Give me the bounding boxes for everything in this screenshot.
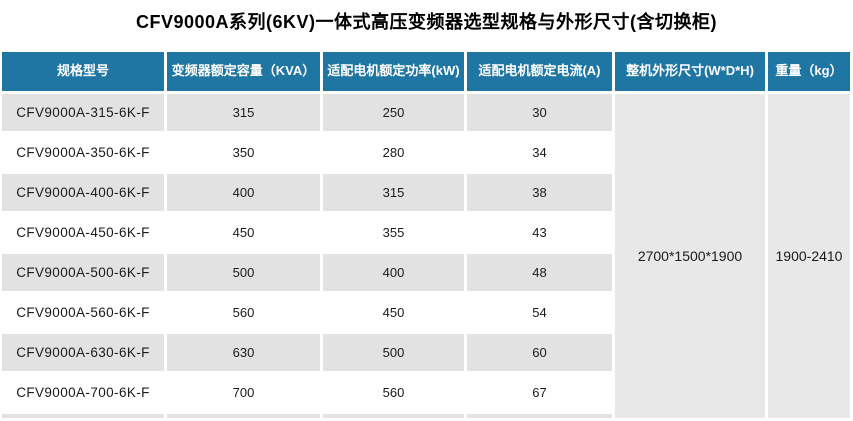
header-cell-dimensions: 整机外形尺寸(W*D*H) — [615, 52, 765, 91]
current-cell: 38 — [467, 174, 612, 211]
header-cell-power: 适配电机额定功率(kW) — [323, 52, 464, 91]
capacity-cell: 400 — [167, 174, 320, 211]
current-cell: 48 — [467, 254, 612, 291]
bottom-strip — [323, 414, 464, 418]
bottom-strip — [2, 414, 164, 418]
model-cell: CFV9000A-630-6K-F — [2, 334, 164, 371]
capacity-cell: 560 — [167, 294, 320, 331]
power-cell: 400 — [323, 254, 464, 291]
weight-cell: 1900-2410 — [768, 94, 850, 418]
current-cell: 60 — [467, 334, 612, 371]
bottom-strip — [467, 414, 612, 418]
model-cell: CFV9000A-500-6K-F — [2, 254, 164, 291]
model-cell: CFV9000A-560-6K-F — [2, 294, 164, 331]
capacity-cell: 630 — [167, 334, 320, 371]
header-cell-weight: 重量（kg） — [768, 52, 850, 91]
current-cell: 54 — [467, 294, 612, 331]
model-cell: CFV9000A-400-6K-F — [2, 174, 164, 211]
model-cell: CFV9000A-700-6K-F — [2, 374, 164, 411]
power-cell: 250 — [323, 94, 464, 131]
power-cell: 315 — [323, 174, 464, 211]
spec-table: 规格型号 变频器额定容量（KVA） 适配电机额定功率(kW) 适配电机额定电流(… — [2, 52, 850, 418]
capacity-cell: 315 — [167, 94, 320, 131]
power-cell: 500 — [323, 334, 464, 371]
power-cell: 560 — [323, 374, 464, 411]
model-cell: CFV9000A-450-6K-F — [2, 214, 164, 251]
power-cell: 355 — [323, 214, 464, 251]
power-cell: 450 — [323, 294, 464, 331]
current-cell: 30 — [467, 94, 612, 131]
header-cell-model: 规格型号 — [2, 52, 164, 91]
model-cell: CFV9000A-315-6K-F — [2, 94, 164, 131]
capacity-cell: 350 — [167, 134, 320, 171]
bottom-strip — [167, 414, 320, 418]
capacity-cell: 500 — [167, 254, 320, 291]
current-cell: 67 — [467, 374, 612, 411]
model-cell: CFV9000A-350-6K-F — [2, 134, 164, 171]
header-cell-current: 适配电机额定电流(A) — [467, 52, 612, 91]
power-cell: 280 — [323, 134, 464, 171]
header-cell-capacity: 变频器额定容量（KVA） — [167, 52, 320, 91]
current-cell: 43 — [467, 214, 612, 251]
capacity-cell: 450 — [167, 214, 320, 251]
page-title: CFV9000A系列(6KV)一体式高压变频器选型规格与外形尺寸(含切换柜) — [135, 12, 718, 32]
capacity-cell: 700 — [167, 374, 320, 411]
current-cell: 34 — [467, 134, 612, 171]
dimensions-cell: 2700*1500*1900 — [615, 94, 765, 418]
